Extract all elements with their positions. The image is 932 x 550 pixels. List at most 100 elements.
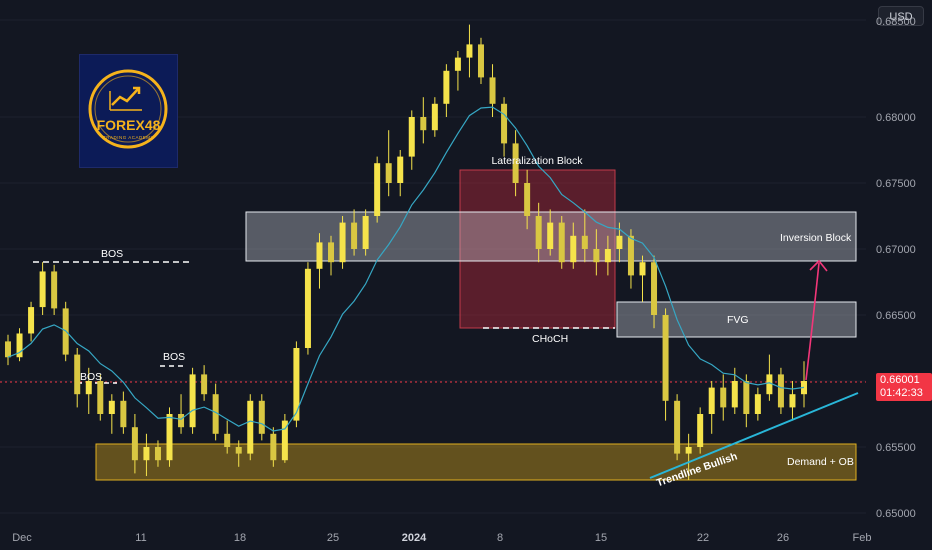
date-label: 11 bbox=[135, 532, 147, 544]
candle-body bbox=[74, 354, 81, 395]
candle-body bbox=[651, 262, 658, 315]
price-scale bbox=[866, 0, 932, 550]
candle-body bbox=[39, 271, 46, 308]
price-label: 0.68500 bbox=[876, 16, 916, 28]
forex48-logo: FOREX48 TRADING ACADEMY bbox=[79, 54, 178, 168]
candle-body bbox=[674, 400, 681, 454]
candle-body bbox=[466, 44, 473, 58]
candle-body bbox=[281, 420, 288, 461]
candle-body bbox=[685, 447, 692, 454]
candle-body bbox=[639, 262, 646, 276]
date-label: 15 bbox=[594, 532, 608, 544]
projection-arrowhead-icon bbox=[809, 259, 828, 272]
candle-body bbox=[593, 249, 600, 263]
candle-body bbox=[120, 400, 127, 428]
candle-body bbox=[247, 400, 254, 454]
candle-body bbox=[477, 44, 484, 78]
candle-body bbox=[547, 222, 554, 249]
candle-body bbox=[5, 341, 11, 358]
candle-body bbox=[397, 156, 404, 183]
candle-body bbox=[166, 414, 173, 461]
projection-arrow bbox=[805, 262, 820, 381]
candle-body bbox=[108, 400, 115, 414]
candle-body bbox=[558, 222, 565, 263]
candle-body bbox=[489, 77, 496, 104]
candle-body bbox=[535, 216, 542, 249]
candle-body bbox=[16, 333, 23, 358]
candle-body bbox=[293, 348, 300, 421]
last-price-value: 0.66001 bbox=[880, 374, 920, 386]
candle-body bbox=[97, 381, 104, 414]
candle-body bbox=[212, 394, 219, 434]
price-label: 0.67000 bbox=[876, 244, 916, 256]
lateralization-block-label: Lateralization Block bbox=[491, 155, 583, 167]
date-label: 25 bbox=[326, 532, 340, 544]
trendline-bullish[interactable] bbox=[649, 392, 859, 479]
candle-body bbox=[743, 381, 750, 414]
date-label: Dec bbox=[12, 532, 32, 544]
candle-body bbox=[501, 103, 508, 144]
date-label: 2024 bbox=[401, 532, 427, 544]
candle-body bbox=[697, 414, 704, 447]
date-label: 18 bbox=[233, 532, 247, 544]
date-label: 22 bbox=[696, 532, 710, 544]
candle-body bbox=[662, 315, 669, 401]
date-label: Feb bbox=[852, 532, 872, 544]
moving-average-line bbox=[7, 106, 805, 432]
candle-body bbox=[754, 394, 761, 414]
candle-body bbox=[328, 242, 335, 263]
candle-body bbox=[131, 427, 138, 461]
candle-body bbox=[224, 433, 231, 447]
candles bbox=[5, 24, 807, 480]
logo-subtitle: TRADING ACADEMY bbox=[102, 135, 154, 140]
candle-body bbox=[235, 447, 242, 454]
candle-body bbox=[420, 117, 427, 131]
date-label: 8 bbox=[496, 532, 504, 544]
candle-body bbox=[443, 70, 450, 104]
candle-body bbox=[339, 222, 346, 263]
candle-body bbox=[270, 433, 277, 461]
candle-body bbox=[731, 381, 738, 408]
candle-body bbox=[304, 268, 311, 348]
candle-body bbox=[604, 249, 611, 263]
candle-body bbox=[143, 447, 150, 461]
candle-body bbox=[431, 103, 438, 131]
candle-body bbox=[512, 143, 519, 183]
price-label: 0.65000 bbox=[876, 508, 916, 520]
candle-body bbox=[51, 271, 58, 309]
candle-body bbox=[201, 374, 208, 395]
price-label: 0.66500 bbox=[876, 310, 916, 322]
candle-body bbox=[351, 222, 358, 249]
candle-body bbox=[627, 235, 634, 276]
date-label: 26 bbox=[776, 532, 790, 544]
price-label: 0.67500 bbox=[876, 178, 916, 190]
bos-label: BOS bbox=[101, 248, 124, 260]
inversion-block-label: Inversion Block bbox=[780, 232, 852, 244]
candle-body bbox=[570, 235, 577, 263]
candle-body bbox=[178, 414, 185, 428]
candle-body bbox=[777, 374, 784, 408]
demand-ob-label: Demand + OB bbox=[787, 456, 854, 468]
candle-body bbox=[28, 307, 35, 334]
candle-body bbox=[708, 387, 715, 414]
logo-emblem-icon bbox=[88, 69, 168, 149]
bos-label: BOS bbox=[80, 371, 103, 383]
candle-body bbox=[258, 400, 265, 434]
candle-body bbox=[154, 447, 161, 461]
candle-body bbox=[362, 216, 369, 249]
currency-button[interactable]: USD bbox=[878, 6, 924, 26]
bar-countdown: 01:42:33 bbox=[880, 387, 923, 399]
candle-body bbox=[374, 163, 381, 216]
candle-body bbox=[85, 381, 92, 395]
demand-ob-zone[interactable] bbox=[95, 443, 857, 481]
candle-body bbox=[524, 183, 531, 216]
candle-body bbox=[316, 242, 323, 269]
candle-body bbox=[189, 374, 196, 428]
last-price-tag: 0.66001 01:42:33 bbox=[876, 373, 932, 401]
choch-label: CHoCH bbox=[532, 333, 569, 345]
candle-body bbox=[581, 235, 588, 249]
candle-body bbox=[408, 117, 415, 157]
bos-label: BOS bbox=[163, 351, 186, 363]
candle-body bbox=[720, 387, 727, 408]
